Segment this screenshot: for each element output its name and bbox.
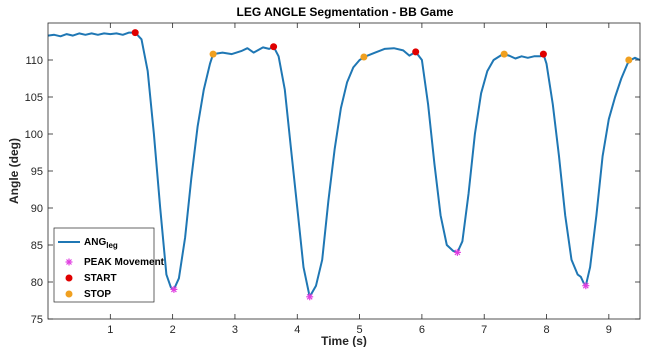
- y-axis-title: Angle (deg): [7, 138, 21, 204]
- legend-label-stop: STOP: [84, 289, 111, 300]
- x-tick-label: 1: [107, 324, 113, 336]
- y-tick-label: 105: [25, 92, 43, 104]
- stop-point: [625, 56, 633, 64]
- start-point: [131, 29, 139, 37]
- start-point: [412, 48, 420, 56]
- x-tick-label: 7: [481, 324, 487, 336]
- x-tick-label: 8: [543, 324, 549, 336]
- y-tick-label: 75: [31, 314, 43, 326]
- legend-label-ang-main: ANG: [84, 237, 106, 248]
- legend-label-start: START: [84, 273, 117, 284]
- legend-box: [53, 227, 155, 303]
- start-point: [270, 43, 278, 51]
- legend-swatch-stop: [65, 290, 73, 298]
- y-tick-label: 110: [25, 55, 43, 67]
- legend-label-peak: PEAK Movement: [84, 257, 165, 268]
- legend: ANGleg PEAK Movement START STOP: [53, 227, 165, 303]
- stop-point: [360, 53, 368, 61]
- x-tick-label: 5: [357, 324, 363, 336]
- y-tick-label: 100: [25, 129, 43, 141]
- x-tick-label: 6: [419, 324, 425, 336]
- start-point: [539, 50, 547, 58]
- peak-movement-point: [453, 248, 461, 256]
- axes-layer: 1 2 3 4 5 6 7 8 9 75 80 85 90 95 100 105 110: [25, 23, 640, 336]
- x-tick-label: 4: [294, 324, 300, 336]
- peak-movement-point: [170, 285, 178, 293]
- y-tick-label: 90: [31, 203, 43, 215]
- legend-swatch-start: [65, 274, 73, 282]
- chart-title: LEG ANGLE Segmentation - BB Game: [237, 5, 454, 19]
- legend-swatch-peak: [65, 258, 73, 266]
- stop-point: [500, 50, 508, 58]
- series-line-ang-leg: [47, 31, 641, 298]
- legend-label-ang: ANGleg: [84, 237, 118, 250]
- x-tick-label: 9: [606, 324, 612, 336]
- y-tick-label: 95: [31, 166, 43, 178]
- x-tick-label: 3: [232, 324, 238, 336]
- peak-movement-point: [582, 282, 590, 290]
- x-tick-label: 2: [170, 324, 176, 336]
- marks-layer: [47, 29, 641, 301]
- x-axis-title: Time (s): [321, 334, 367, 347]
- y-tick-label: 80: [31, 277, 43, 289]
- legend-label-ang-subscript: leg: [106, 241, 118, 250]
- stop-point: [209, 50, 217, 58]
- y-tick-label: 85: [31, 240, 43, 252]
- peak-movement-point: [306, 293, 314, 301]
